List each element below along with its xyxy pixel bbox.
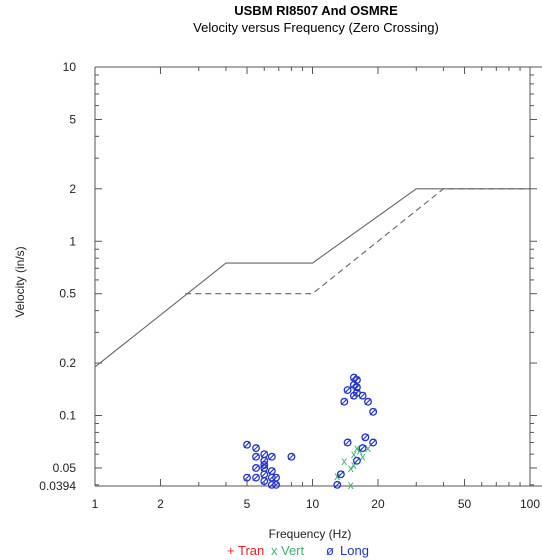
data-point-long [336, 470, 345, 479]
data-point-long-slash [359, 392, 367, 400]
y-tick-label: 0.05 [53, 461, 77, 475]
data-point-long-slash [288, 453, 295, 461]
data-point-long-slash [353, 384, 361, 391]
y-axis-label: Velocity (in/s) [13, 246, 27, 317]
data-point-vert: x [351, 447, 357, 461]
x-tick-label: 10 [306, 497, 320, 511]
data-point-long-slash [252, 474, 260, 482]
data-point-long-slash [252, 453, 260, 461]
data-point-long-slash [364, 398, 372, 406]
data-point-vert: x [351, 458, 357, 472]
data-point-long [369, 407, 378, 416]
data-point-long-slash [243, 441, 251, 449]
chart-subtitle: Velocity versus Frequency (Zero Crossing… [193, 20, 439, 35]
data-point-long [333, 480, 342, 489]
data-point-long [358, 444, 367, 453]
data-point-long [343, 438, 352, 447]
data-point-long [272, 480, 281, 489]
data-point-long [267, 480, 276, 489]
x-tick-label: 50 [458, 497, 472, 511]
data-point-long [352, 456, 361, 465]
data-point-long-slash [272, 481, 280, 489]
x-tick-label: 1 [92, 497, 99, 511]
x-axis-label: Frequency (Hz) [269, 527, 352, 541]
dashed-limit-line [185, 188, 530, 295]
data-point-long [287, 452, 296, 461]
data-point-long [352, 383, 361, 392]
data-point-long-slash [260, 464, 268, 472]
data-point-long-slash [369, 439, 377, 446]
data-point-long-slash [272, 474, 280, 482]
data-point-long [358, 391, 367, 400]
data-point-long [243, 440, 251, 449]
data-point-long-slash [353, 457, 361, 465]
data-point-long-slash [260, 470, 268, 478]
data-point-long-slash [353, 389, 361, 397]
data-point-long-slash [252, 444, 260, 452]
data-point-vert: x [365, 441, 371, 455]
y-tick-label: 0.5 [59, 287, 76, 301]
x-tick-label: 20 [371, 497, 385, 511]
legend-label-long: Long [340, 543, 369, 558]
data-point-long [252, 473, 260, 482]
x-tick-label: 2 [157, 497, 164, 511]
y-tick-label: 1 [69, 234, 76, 248]
data-point-long [260, 477, 269, 486]
data-point-long-slash [353, 376, 361, 384]
data-point-long [364, 397, 372, 406]
x-tick-label: 100 [520, 497, 540, 511]
data-point-vert: x [354, 441, 360, 455]
solid-limit-line [94, 188, 530, 368]
legend: + Tran x Vert ø Long [227, 543, 369, 558]
data-point-long [340, 397, 349, 406]
y-tick-label: 5 [69, 112, 76, 126]
data-point-long-slash [252, 464, 260, 472]
legend-marker-tran: + [227, 543, 235, 558]
data-point-long [361, 433, 370, 442]
data-point-long-slash [260, 450, 268, 458]
data-point-long [343, 386, 352, 394]
legend-marker-vert: x [271, 543, 278, 558]
data-point-long [267, 452, 276, 461]
data-point-long [352, 375, 361, 384]
data-point-long-slash [268, 453, 276, 461]
data-point-vert: x [341, 454, 347, 468]
data-point-long [369, 438, 378, 447]
x-tick-label: 5 [244, 497, 251, 511]
data-point-long-slash [344, 386, 351, 394]
data-point-vert: x [360, 450, 366, 464]
data-point-vert: x [348, 478, 354, 492]
data-point-long-slash [337, 470, 345, 478]
legend-label-vert: Vert [281, 543, 305, 558]
data-point-long [252, 464, 260, 472]
chart-title: USBM RI8507 And OSMRE [234, 3, 398, 18]
data-point-long [243, 473, 251, 482]
data-point-long-slash [344, 439, 351, 446]
data-point-vert: x [348, 461, 354, 475]
y-tick-label: 0.2 [59, 356, 76, 370]
plot-area: 1 2 5 10 20 50 100105210.50.20.10.050.0394xxxx… [39, 60, 542, 511]
data-point-long-slash [340, 398, 348, 406]
data-point-long-slash [260, 477, 268, 485]
data-point-long-slash [333, 481, 341, 489]
y-tick-label: 2 [69, 182, 76, 196]
data-point-long [252, 452, 260, 461]
data-point-long-slash [268, 467, 276, 475]
data-point-long-slash [369, 408, 377, 416]
legend-marker-long: ø [326, 543, 334, 558]
data-point-long-slash [359, 444, 367, 452]
data-point-long [252, 444, 260, 453]
y-tick-label: 0.1 [59, 409, 76, 423]
y-tick-label: 10 [63, 60, 77, 74]
legend-label-tran: Tran [238, 543, 264, 558]
data-point-long-slash [243, 474, 251, 482]
y-tick-label: 0.0394 [39, 479, 76, 493]
data-point-long-slash [361, 433, 369, 441]
